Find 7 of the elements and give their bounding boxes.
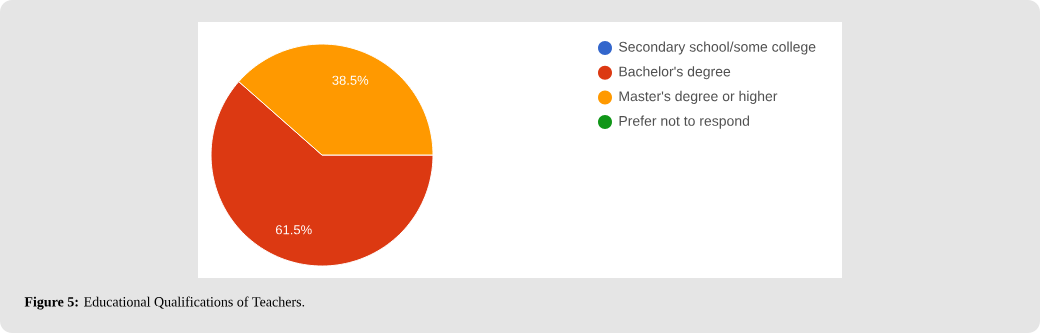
legend-label: Secondary school/some college (619, 41, 816, 55)
data-label: 61.5% (275, 225, 312, 235)
data-label: 38.5% (332, 75, 369, 85)
legend-label: Master's degree or higher (619, 90, 778, 104)
legend-label: Bachelor's degree (619, 66, 731, 80)
text: Figure 5: Educational Qualifications of Teachers. (24, 296, 305, 310)
legend-label: Prefer not to respond (619, 115, 749, 129)
